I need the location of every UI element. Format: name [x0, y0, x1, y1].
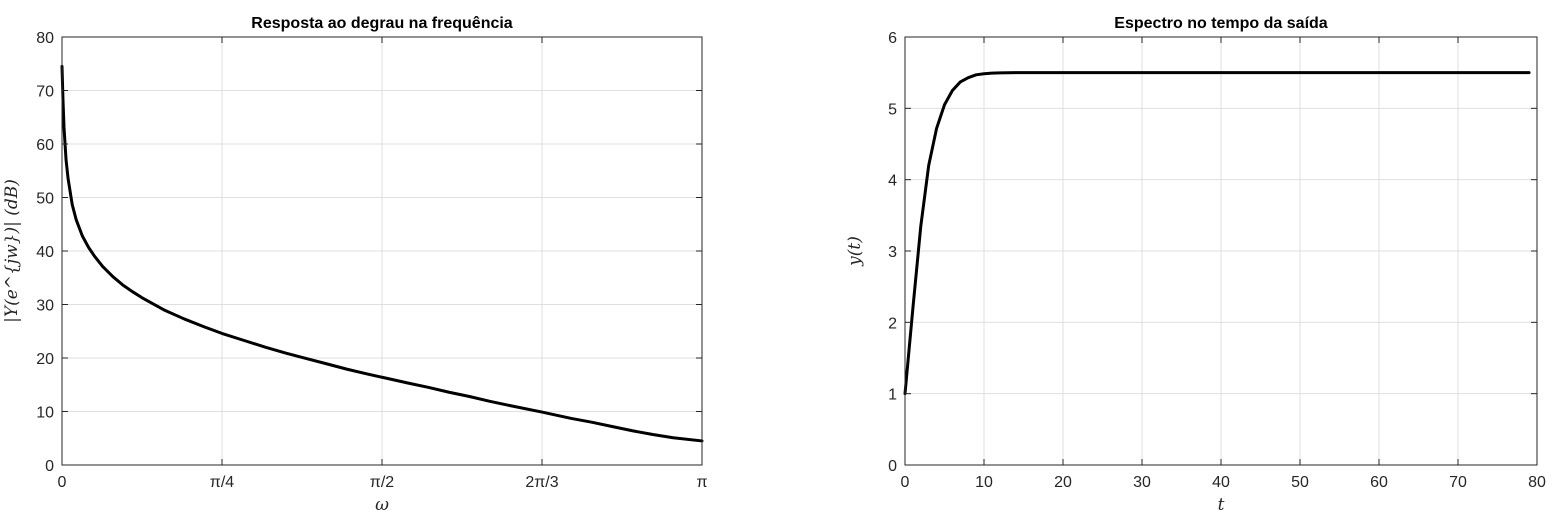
x-tick-label: 60: [1370, 474, 1388, 491]
x-tick-label: 0: [58, 474, 67, 491]
output-curve: [903, 71, 1531, 396]
x-tick-label: π: [696, 474, 707, 491]
y-axis-label: |Y(e^{jw})| (dB): [2, 179, 22, 323]
tick-marks: [61, 36, 703, 466]
y-tick-label: 0: [45, 458, 54, 475]
grid-lines: [62, 37, 702, 465]
x-tick-label: 10: [975, 474, 993, 491]
x-tick-label: 0: [901, 474, 910, 491]
time-response-plot: 0 10 20 30 40 50 60 70 80 0 1 2 3 4 5 6 Espectro no te…: [845, 15, 1546, 515]
x-tick-label: 70: [1449, 474, 1467, 491]
x-tick-labels: 0 π/4 π/2 2π/3 π: [58, 474, 708, 491]
plot-title: Resposta ao degrau na frequência: [251, 15, 513, 32]
y-tick-label: 10: [36, 405, 54, 422]
x-tick-label: π/4: [210, 474, 234, 491]
y-tick-label: 4: [888, 173, 897, 190]
x-tick-label: π/2: [370, 474, 394, 491]
x-axis-label: t: [1218, 495, 1225, 515]
y-axis-label: y(t): [845, 236, 865, 267]
y-tick-label: 30: [36, 298, 54, 315]
y-tick-labels: 0 1 2 3 4 5 6: [888, 30, 897, 475]
y-tick-label: 80: [36, 30, 54, 47]
y-tick-label: 5: [888, 101, 897, 118]
x-axis-label: ω: [375, 495, 389, 515]
y-tick-label: 40: [36, 244, 54, 261]
magnitude-curve: [60, 64, 704, 443]
grid-lines: [905, 37, 1537, 465]
y-tick-labels: 0 10 20 30 40 50 60 70 80: [36, 30, 54, 475]
y-tick-label: 2: [888, 315, 897, 332]
x-tick-label: 40: [1212, 474, 1230, 491]
plot-title: Espectro no tempo da saída: [1114, 15, 1327, 32]
x-tick-labels: 0 10 20 30 40 50 60 70 80: [901, 474, 1546, 491]
tick-marks: [904, 36, 1538, 466]
x-tick-label: 50: [1291, 474, 1309, 491]
x-tick-label: 20: [1054, 474, 1072, 491]
x-tick-label: 2π/3: [525, 474, 558, 491]
y-tick-label: 50: [36, 191, 54, 208]
y-tick-label: 0: [888, 458, 897, 475]
y-tick-label: 6: [888, 30, 897, 47]
y-tick-label: 1: [888, 387, 897, 404]
y-tick-label: 3: [888, 244, 897, 261]
y-tick-label: 60: [36, 137, 54, 154]
frequency-response-plot: 0 π/4 π/2 2π/3 π 0 10 20 30 40 50 60 70 80 Resposta …: [2, 15, 708, 515]
y-tick-label: 20: [36, 351, 54, 368]
x-tick-label: 80: [1528, 474, 1546, 491]
y-tick-label: 70: [36, 84, 54, 101]
x-tick-label: 30: [1133, 474, 1151, 491]
